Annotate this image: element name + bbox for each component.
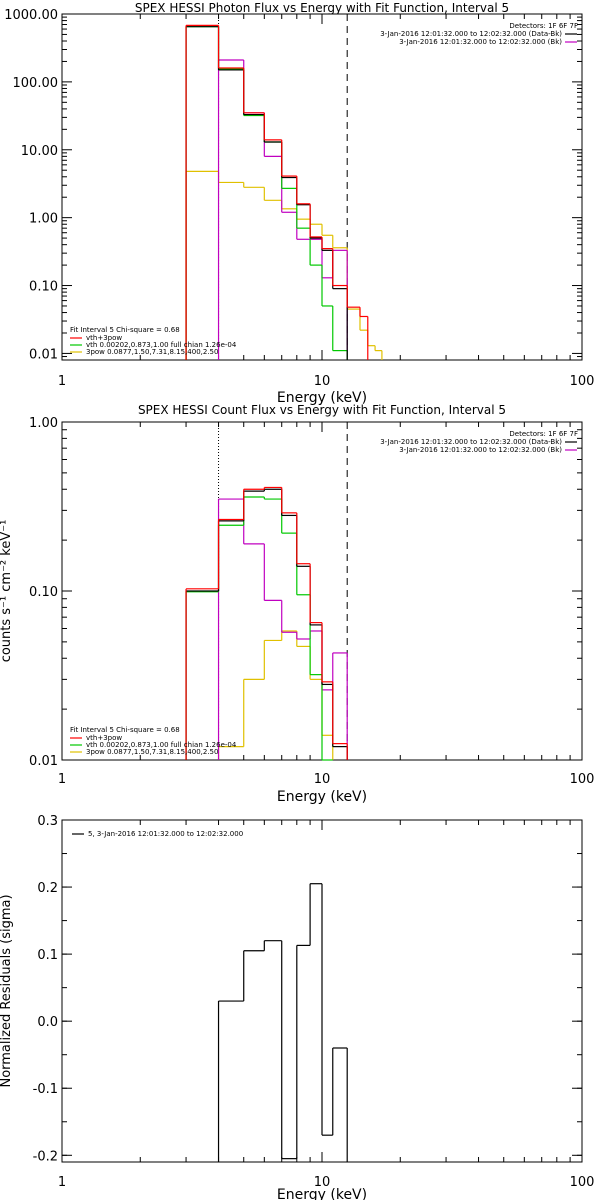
x-tick-label: 100 xyxy=(570,374,595,389)
x-tick-label: 1 xyxy=(58,1175,66,1190)
x-axis-label: Energy (keV) xyxy=(277,789,367,805)
series-residuals xyxy=(217,883,348,1162)
legend-bottom-left: Fit Interval 5 Chi-square = 0.68vth+3pow… xyxy=(70,326,237,356)
legend-entry-label: 3pow 0.0877,1.50,7.31,8.15,400,2.50 xyxy=(86,348,218,356)
series-vth-3pow xyxy=(185,486,348,760)
legend-header: Fit Interval 5 Chi-square = 0.68 xyxy=(70,726,180,734)
y-tick-label: 0.2 xyxy=(37,881,58,896)
legend-bottom-left: Fit Interval 5 Chi-square = 0.68vth+3pow… xyxy=(70,726,237,756)
legend-entry-label: 3-Jan-2016 12:01:32.000 to 12:02:32.000 … xyxy=(399,38,562,46)
y-tick-label: 0.10 xyxy=(29,280,58,295)
y-tick-label: 10.00 xyxy=(21,144,58,159)
chart-title: SPEX HESSI Photon Flux vs Energy with Fi… xyxy=(135,1,509,15)
y-tick-label: 100.00 xyxy=(13,76,59,91)
x-axis-label: Energy (keV) xyxy=(277,390,367,406)
photon-flux-panel: SPEX HESSI Photon Flux vs Energy with Fi… xyxy=(4,1,594,406)
x-tick-label: 100 xyxy=(570,772,595,787)
legend-entry-label: 3pow 0.0877,1.50,7.31,8.15,400,2.50 xyxy=(86,748,218,756)
y-tick-label: 1.00 xyxy=(29,416,58,431)
legend-entry-label: vth 0.00202,0.873,1.00 full chian 1.26e-… xyxy=(86,341,237,349)
legend-entry-label: 3-Jan-2016 12:01:32.000 to 12:02:32.000 … xyxy=(380,30,562,38)
legend-header: Detectors: 1F 6F 7F xyxy=(509,22,578,30)
y-tick-label: 0.01 xyxy=(29,754,58,769)
y-axis-label: Normalized Residuals (sigma) xyxy=(0,894,14,1087)
legend-top-right: Detectors: 1F 6F 7F3-Jan-2016 12:01:32.0… xyxy=(380,430,578,454)
chart-title: SPEX HESSI Count Flux vs Energy with Fit… xyxy=(138,403,506,417)
x-tick-label: 100 xyxy=(570,1175,595,1190)
legend-header: Detectors: 1F 6F 7F xyxy=(509,430,578,438)
x-axis-label: Energy (keV) xyxy=(277,1187,367,1200)
y-tick-label: 0.0 xyxy=(37,1015,58,1030)
legend-header: Fit Interval 5 Chi-square = 0.68 xyxy=(70,326,180,334)
y-tick-label: -0.2 xyxy=(33,1149,58,1164)
y-tick-label: 0.3 xyxy=(37,814,58,829)
legend-entry-label: 5, 3-Jan-2016 12:01:32.000 to 12:02:32.0… xyxy=(88,830,243,838)
legend-entry-label: 3-Jan-2016 12:01:32.000 to 12:02:32.000 … xyxy=(380,438,562,446)
y-axis-label: counts s⁻¹ cm⁻² keV⁻¹ xyxy=(0,520,14,663)
y-tick-label: -0.1 xyxy=(33,1082,58,1097)
x-tick-label: 1 xyxy=(58,772,66,787)
y-tick-label: 1000.00 xyxy=(4,8,58,23)
x-tick-label: 1 xyxy=(58,374,66,389)
y-tick-label: 0.01 xyxy=(29,347,58,362)
legend-top-right: Detectors: 1F 6F 7F3-Jan-2016 12:01:32.0… xyxy=(380,22,578,46)
legend-entry-label: vth+3pow xyxy=(86,734,122,742)
legend-top-left: 5, 3-Jan-2016 12:01:32.000 to 12:02:32.0… xyxy=(72,830,243,838)
y-tick-label: 0.1 xyxy=(37,948,58,963)
x-tick-label: 10 xyxy=(314,374,331,389)
y-tick-label: 0.10 xyxy=(29,585,58,600)
legend-entry-label: vth+3pow xyxy=(86,334,122,342)
residuals-panel: 1 10 100 0.3 0.2 0.1 0.0 -0.1 -0.2 Energy (keV) No… xyxy=(0,814,594,1200)
legend-entry-label: vth 0.00202,0.873,1.00 full chian 1.26e-… xyxy=(86,741,237,749)
legend-entry-label: 3-Jan-2016 12:01:32.000 to 12:02:32.000 … xyxy=(399,446,562,454)
x-tick-label: 10 xyxy=(314,772,331,787)
y-tick-label: 1.00 xyxy=(29,212,58,227)
series-vth-3pow xyxy=(185,24,369,360)
x-tick-label: 10 xyxy=(314,1175,331,1190)
count-flux-panel: SPEX HESSI Count Flux vs Energy with Fit… xyxy=(0,403,594,805)
